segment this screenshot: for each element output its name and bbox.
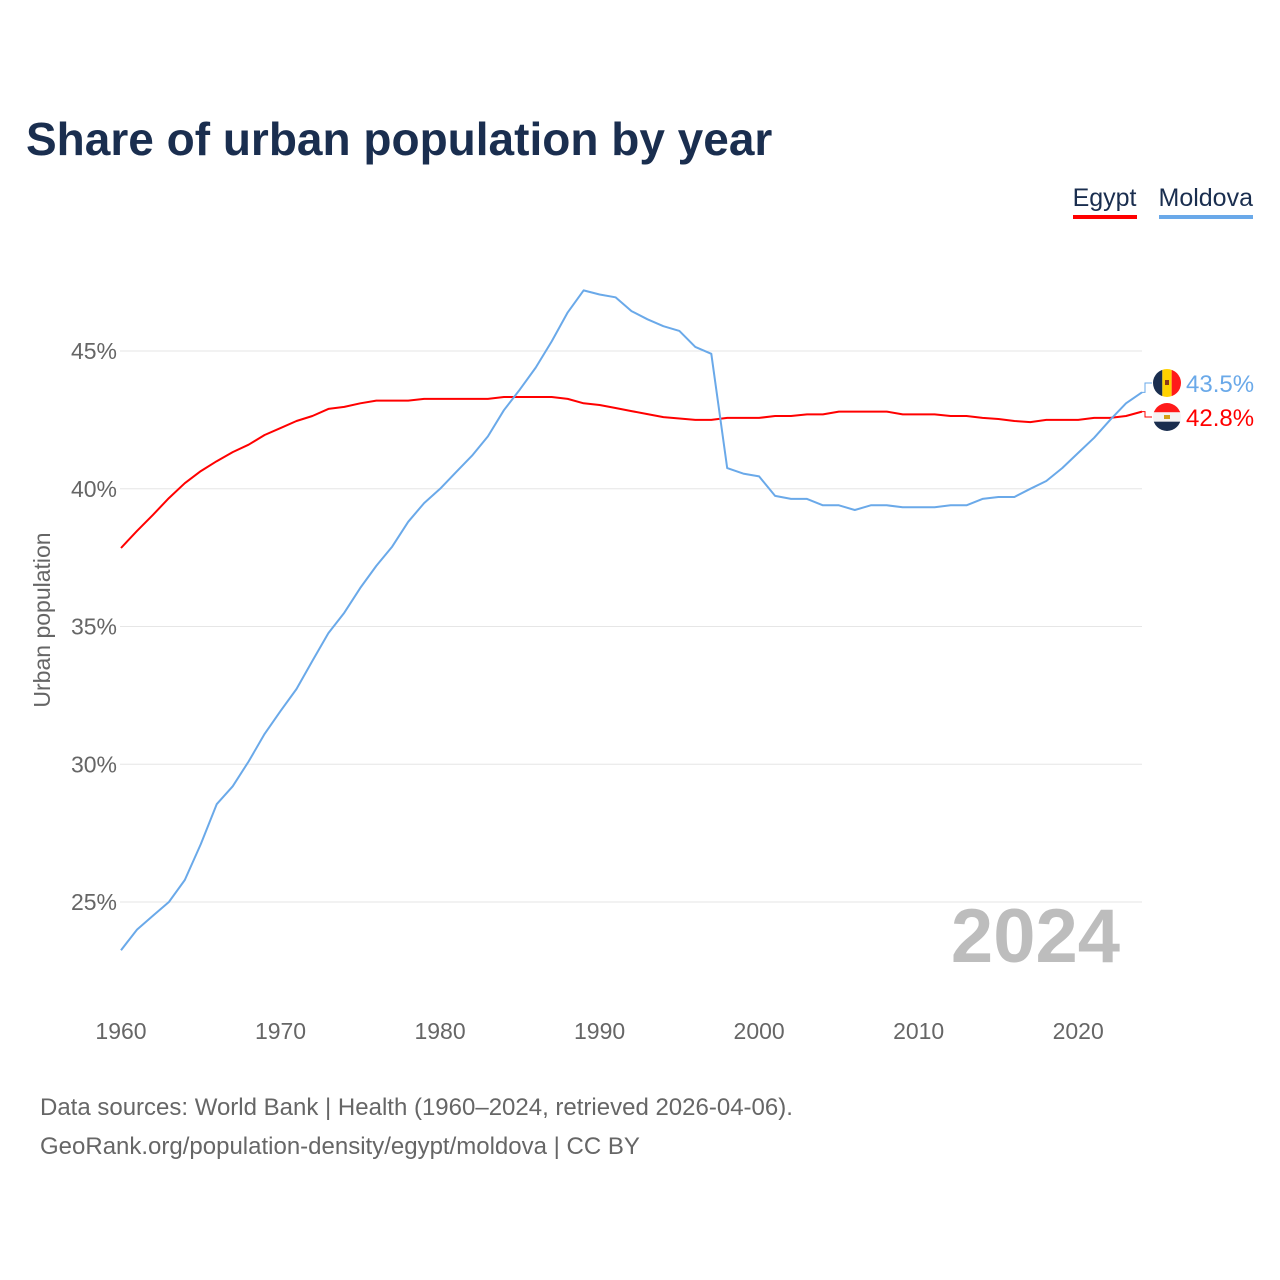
y-tick-label: 40% bbox=[71, 476, 117, 502]
data-source-text: Data sources: World Bank | Health (1960–… bbox=[40, 1094, 793, 1121]
end-value-label-egypt: 42.8% bbox=[1186, 405, 1254, 432]
end-label-connector bbox=[1142, 382, 1152, 393]
series-line-moldova bbox=[120, 289, 1143, 951]
year-watermark: 2024 bbox=[951, 894, 1120, 979]
x-tick-label: 2000 bbox=[734, 1018, 785, 1044]
moldova-flag-icon bbox=[1153, 369, 1181, 397]
x-tick-label: 1990 bbox=[574, 1018, 625, 1044]
y-tick-label: 25% bbox=[71, 889, 117, 915]
footer: Data sources: World Bank | Health (1960–… bbox=[40, 1088, 793, 1166]
x-tick-label: 2010 bbox=[893, 1018, 944, 1044]
legend-item-moldova[interactable]: Moldova bbox=[1158, 184, 1253, 219]
y-axis-label: Urban population bbox=[29, 532, 55, 707]
egypt-flag-icon bbox=[1153, 403, 1181, 431]
y-tick-label: 30% bbox=[71, 751, 117, 777]
series-line-egypt bbox=[120, 396, 1143, 549]
y-tick-label: 35% bbox=[71, 614, 117, 640]
x-tick-label: 1970 bbox=[255, 1018, 306, 1044]
legend: Egypt Moldova bbox=[1072, 184, 1253, 219]
x-tick-label: 1960 bbox=[95, 1018, 146, 1044]
x-tick-label: 2020 bbox=[1053, 1018, 1104, 1044]
legend-item-egypt[interactable]: Egypt bbox=[1072, 184, 1137, 219]
end-label-connector bbox=[1142, 411, 1152, 418]
x-tick-label: 1980 bbox=[414, 1018, 465, 1044]
end-value-label-moldova: 43.5% bbox=[1186, 371, 1254, 398]
y-tick-label: 45% bbox=[71, 338, 117, 364]
source-url-text: GeoRank.org/population-density/egypt/mol… bbox=[40, 1133, 640, 1160]
chart-title: Share of urban population by year bbox=[26, 113, 773, 165]
